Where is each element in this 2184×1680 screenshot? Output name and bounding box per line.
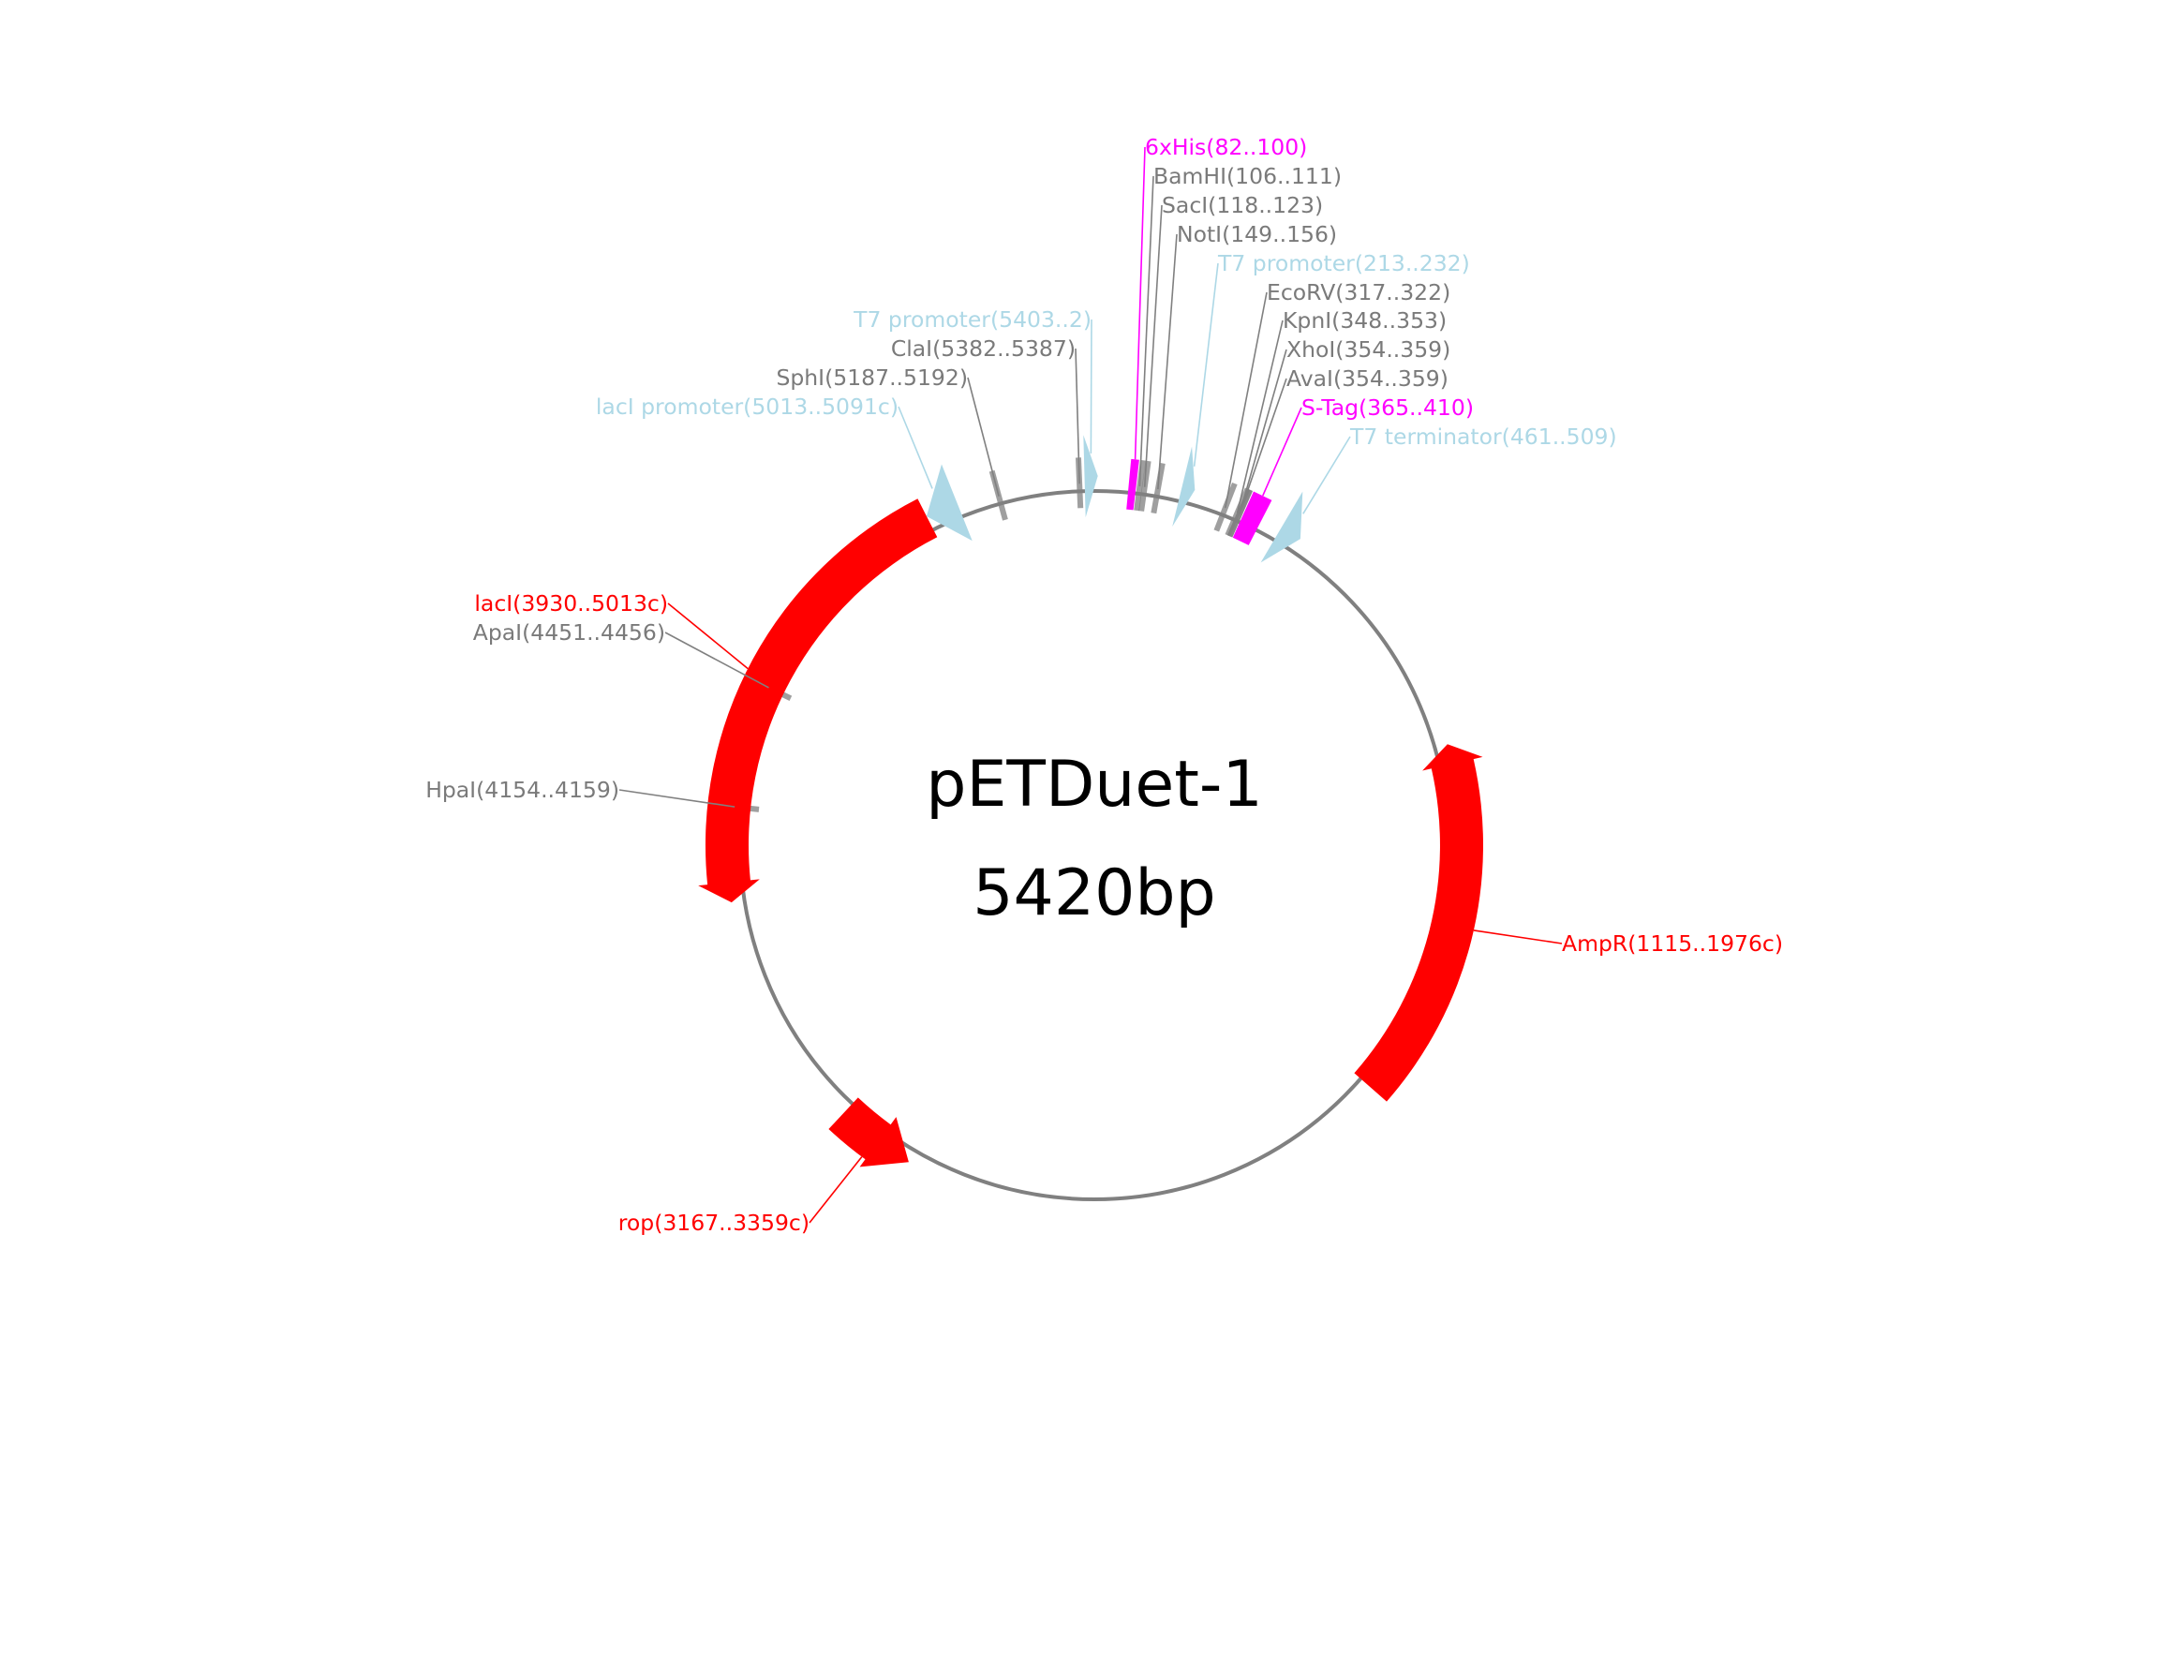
- feature-rop: [828, 1097, 909, 1167]
- leader-avai: [1239, 378, 1287, 514]
- feature-t7-promoter-2: [1172, 446, 1196, 527]
- label-t7-terminator: T7 terminator(461..509): [1349, 424, 1617, 450]
- leader-laci-promoter: [898, 406, 933, 489]
- label-laci: lacI(3930..5013c): [474, 590, 668, 617]
- label-s-tag: S-Tag(365..410): [1301, 394, 1474, 421]
- label-avai: AvaI(354..359): [1286, 365, 1449, 392]
- leader-bamhi: [1138, 175, 1154, 487]
- label-xhoi: XhoI(354..359): [1286, 336, 1450, 363]
- leader-ecorv: [1224, 291, 1268, 509]
- leader-ampr: [1473, 929, 1563, 944]
- label-noti: NotI(149..156): [1177, 221, 1337, 247]
- leader-t7-promoter-1: [1090, 319, 1092, 454]
- leader-saci: [1143, 204, 1163, 487]
- label-6xhis: 6xHis(82..100): [1145, 134, 1307, 160]
- label-rop: rop(3167..3359c): [618, 1210, 810, 1236]
- label-ecorv: EcoRV(317..322): [1267, 279, 1450, 305]
- label-hpai: HpaI(4154..4159): [425, 777, 619, 803]
- label-ampr: AmpR(1115..1976c): [1562, 930, 1783, 957]
- feature-laci: [698, 498, 938, 903]
- features-layer: [698, 435, 1483, 1167]
- plasmid-name: pETDuet-1: [926, 748, 1262, 822]
- leader-t7-promoter-2: [1193, 262, 1219, 467]
- label-kpni: KpnI(348..353): [1283, 307, 1447, 334]
- label-saci: SacI(118..123): [1162, 192, 1323, 218]
- plasmid-size: 5420bp: [973, 856, 1215, 930]
- label-leaders: [618, 146, 1563, 1224]
- leader-hpai: [618, 789, 735, 808]
- feature-s-tag: [1232, 491, 1272, 545]
- leader-rop: [809, 1156, 863, 1224]
- leader-6xhis: [1134, 146, 1146, 460]
- label-t7-promoter-1: T7 promoter(5403..2): [853, 306, 1092, 333]
- feature-t7-terminator: [1260, 491, 1303, 563]
- feature-t7-promoter-1: [1083, 435, 1098, 518]
- feature-labels: 6xHis(82..100) BamHI(106..111) SacI(118..1…: [425, 134, 1783, 1236]
- leader-s-tag: [1262, 407, 1302, 497]
- label-apai: ApaI(4451..4456): [473, 619, 665, 646]
- label-sphi: SphI(5187..5192): [776, 364, 968, 391]
- label-clai: ClaI(5382..5387): [891, 335, 1076, 362]
- leader-clai: [1075, 348, 1080, 484]
- label-bamhi: BamHI(106..111): [1153, 163, 1342, 189]
- feature-ampr: [1354, 744, 1483, 1102]
- leader-kpni: [1236, 320, 1284, 513]
- label-laci-promoter: lacI promoter(5013..5091c): [596, 394, 899, 420]
- leader-noti: [1157, 233, 1178, 490]
- leader-t7-terminator: [1302, 436, 1351, 514]
- leader-xhoi: [1239, 349, 1287, 514]
- leader-apai: [664, 632, 769, 689]
- label-t7-promoter-2: T7 promoter(213..232): [1217, 250, 1470, 276]
- leader-sphi: [967, 377, 1000, 497]
- feature-laci-promoter: [926, 464, 973, 542]
- leader-laci: [667, 602, 749, 670]
- feature-6xhis: [1126, 458, 1139, 511]
